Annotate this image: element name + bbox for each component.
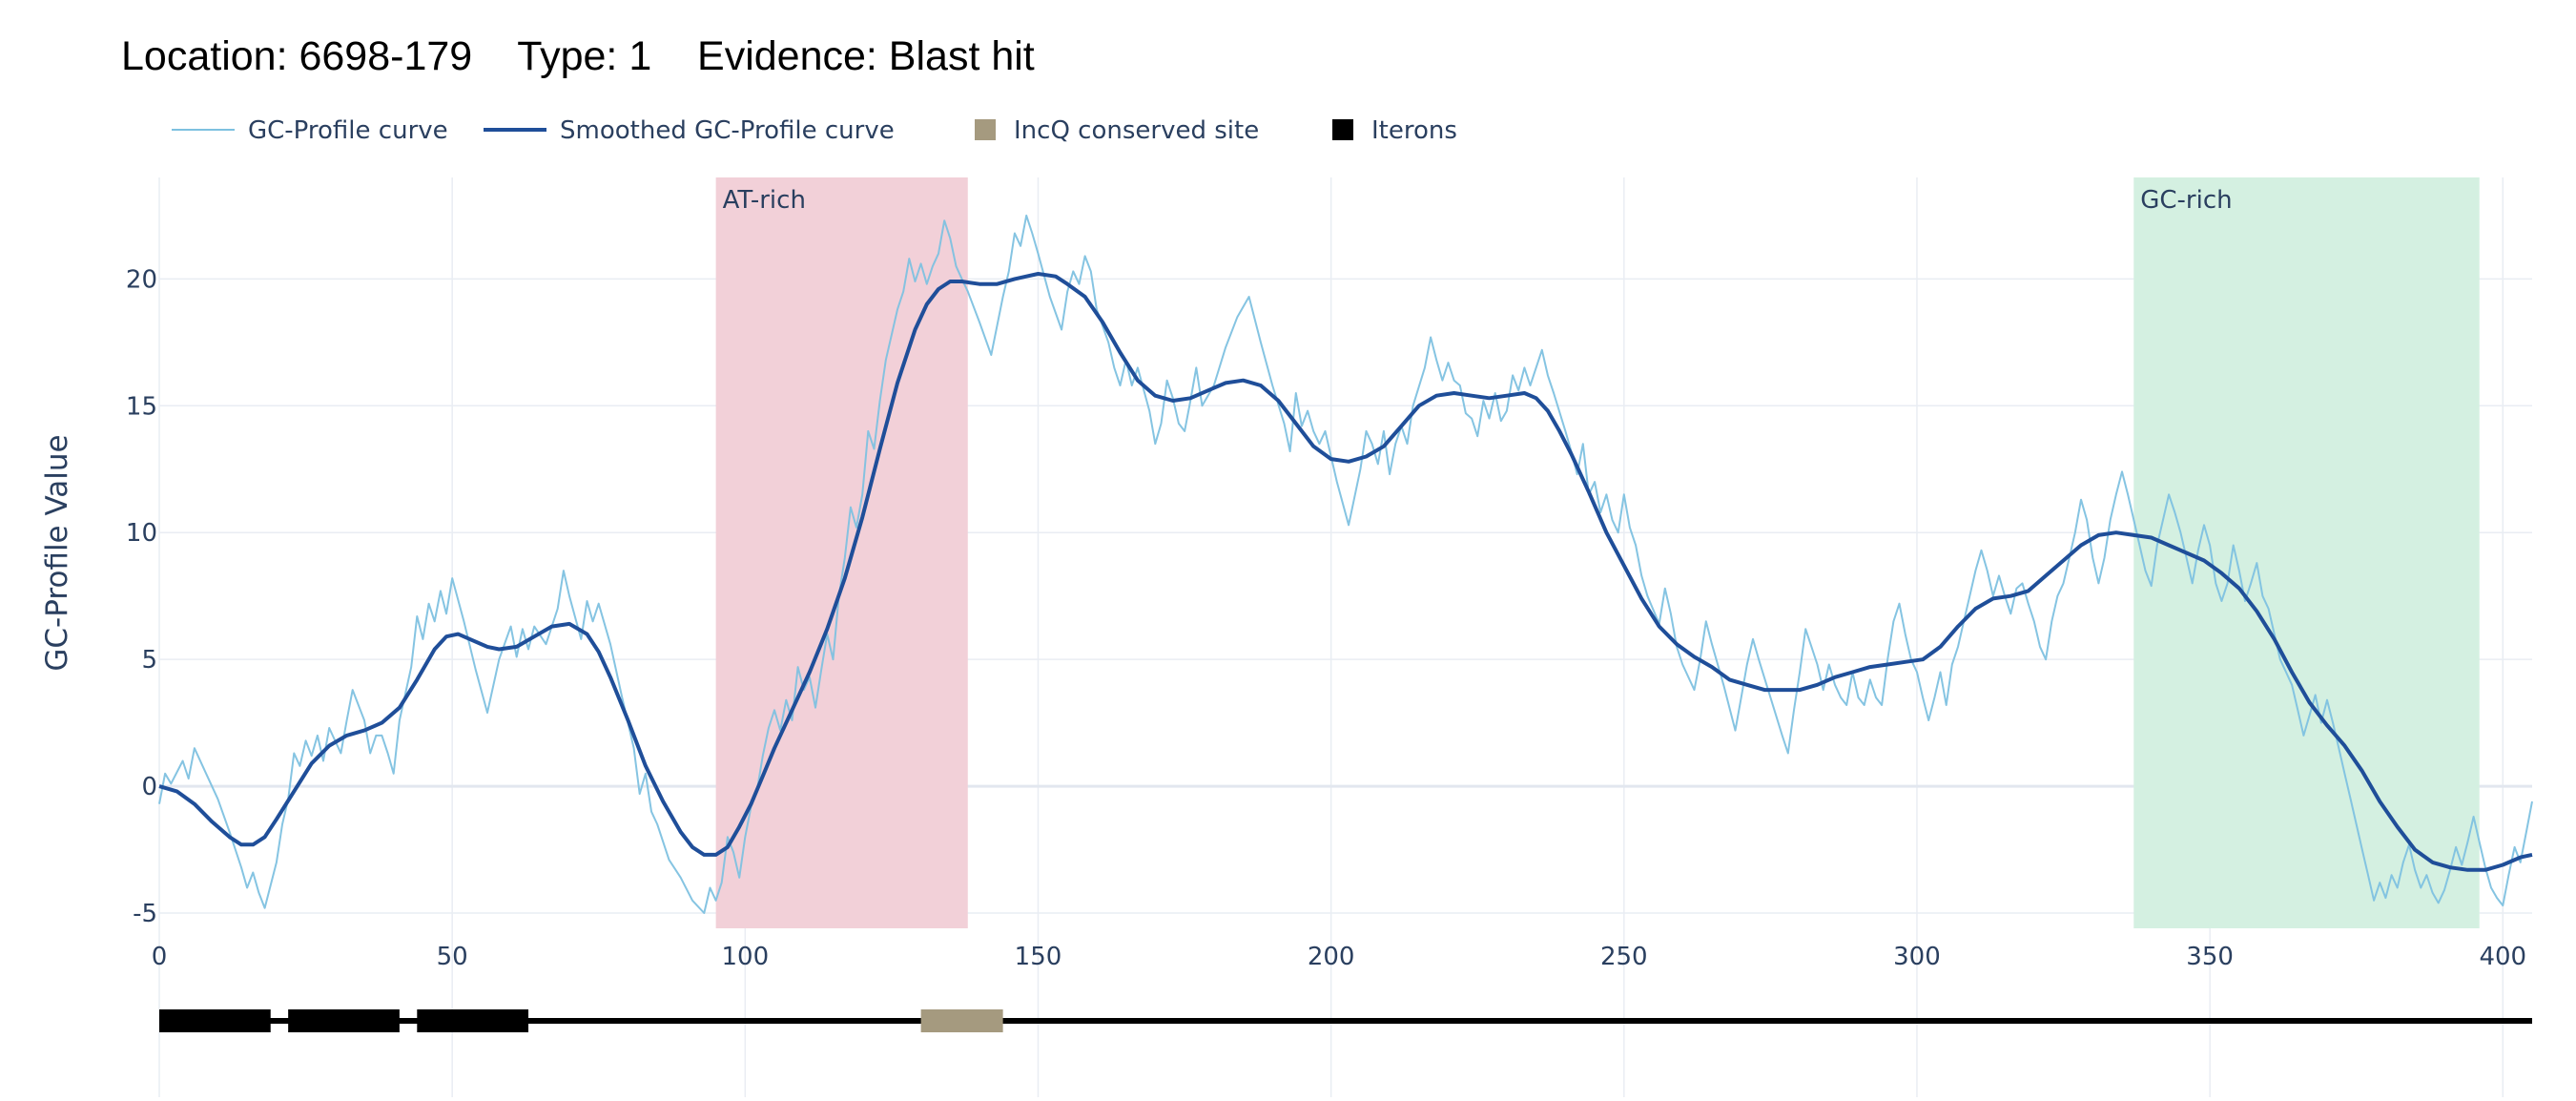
x-tick-label: 300 [1893, 943, 1941, 971]
chart-title: Location: 6698-179 Type: 1 Evidence: Bla… [121, 33, 1035, 79]
legend-item[interactable]: Iterons [1332, 116, 1457, 145]
y-tick-label: 5 [141, 646, 157, 675]
region-label: AT-rich [723, 186, 806, 215]
legend-swatch [975, 119, 996, 140]
x-tick-label: 100 [722, 943, 770, 971]
region-label: GC-rich [2140, 186, 2232, 215]
y-tick-label: 0 [141, 773, 157, 801]
region-gc-rich [2133, 177, 2480, 928]
incq-conserved-site-block[interactable] [920, 1009, 1003, 1032]
iteron-block[interactable] [288, 1009, 400, 1032]
x-tick-label: 400 [2479, 943, 2526, 971]
smoothed-gc-profile-line[interactable] [158, 272, 2533, 872]
x-tick-label: 200 [1308, 943, 1355, 971]
x-tick-label: 50 [437, 943, 468, 971]
y-tick-label: -5 [133, 900, 157, 928]
x-tick-label: 0 [152, 943, 168, 971]
legend-item[interactable]: IncQ conserved site [975, 116, 1259, 145]
y-tick-label: 15 [126, 392, 157, 421]
legend-swatch [1332, 119, 1353, 140]
x-tick-label: 350 [2186, 943, 2234, 971]
legend-label: Iterons [1371, 116, 1457, 145]
y-tick-label: 10 [126, 519, 157, 548]
x-tick-label: 150 [1015, 943, 1062, 971]
y-axis-title: GC-Profile Value [40, 434, 74, 671]
legend-item[interactable]: GC-Profile curve [172, 116, 448, 145]
legend-label: Smoothed GC-Profile curve [560, 116, 895, 145]
legend-label: IncQ conserved site [1014, 116, 1259, 145]
legend-item[interactable]: Smoothed GC-Profile curve [484, 116, 895, 145]
legend[interactable]: GC-Profile curve Smoothed GC-Profile curv… [172, 116, 1457, 145]
y-tick-label: 20 [126, 265, 157, 294]
legend-label: GC-Profile curve [248, 116, 448, 145]
feature-track [159, 1009, 2532, 1032]
region-at-rich [715, 177, 968, 928]
iteron-block[interactable] [417, 1009, 529, 1032]
iteron-block[interactable] [159, 1009, 271, 1032]
x-tick-label: 250 [1600, 943, 1648, 971]
